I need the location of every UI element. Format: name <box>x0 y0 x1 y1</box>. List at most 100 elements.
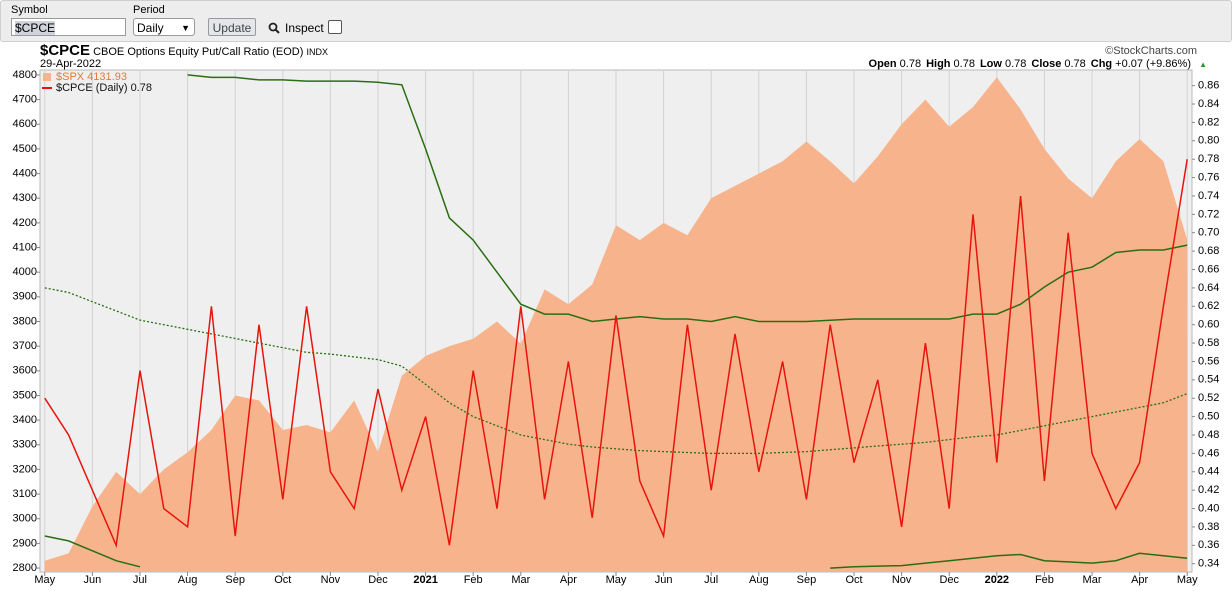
x-tick-label: Apr <box>1131 574 1148 586</box>
y2-tick-label: 0.66 <box>1198 263 1219 275</box>
y2-tick-label: 0.38 <box>1198 521 1219 533</box>
update-button[interactable]: Update <box>208 18 256 36</box>
ohlc-label: Open <box>868 58 897 70</box>
x-tick-label: Aug <box>178 574 198 586</box>
toolbar: Symbol $CPCE Period Daily ▼ Update Inspec… <box>0 0 1232 42</box>
y2-tick-label: 0.52 <box>1198 392 1219 404</box>
legend-label: $CPCE (Daily) 0.78 <box>56 82 152 94</box>
y-tick-label: 4200 <box>13 217 37 229</box>
y2-tick-label: 0.86 <box>1198 80 1219 92</box>
line <box>44 159 1188 549</box>
x-tick-label: Apr <box>560 574 577 586</box>
x-tick-label: Sep <box>225 574 245 586</box>
y2-tick-label: 0.46 <box>1198 447 1219 459</box>
y2-tick-label: 0.40 <box>1198 502 1219 514</box>
y-tick-label: 3700 <box>13 340 37 352</box>
y-tick-label: 2800 <box>13 562 37 574</box>
y2-tick-label: 0.80 <box>1198 135 1219 147</box>
y-tick-label: 4100 <box>13 241 37 253</box>
header-date: 29-Apr-2022 <box>40 58 102 70</box>
y2-tick-label: 0.74 <box>1198 190 1219 202</box>
x-tick-label: Feb <box>464 574 483 586</box>
period-value: Daily <box>137 21 164 35</box>
y-tick-label: 4800 <box>13 69 37 81</box>
y-tick-label: 3400 <box>13 414 37 426</box>
y-tick-label: 4300 <box>13 192 37 204</box>
y2-tick-label: 0.42 <box>1198 484 1219 496</box>
y-tick-label: 2900 <box>13 537 37 549</box>
x-tick-label: Oct <box>274 574 291 586</box>
x-tick-label: Feb <box>1035 574 1054 586</box>
y2-tick-label: 0.54 <box>1198 374 1219 386</box>
x-tick-label: Jul <box>133 574 147 586</box>
y2-tick-label: 0.58 <box>1198 337 1219 349</box>
area <box>44 77 1188 572</box>
legend-swatch <box>43 73 51 81</box>
x-tick-label: Oct <box>845 574 862 586</box>
symbol-input[interactable]: $CPCE <box>11 18 126 36</box>
inspect-label: Inspect <box>285 21 324 35</box>
y-tick-label: 4400 <box>13 167 37 179</box>
y-tick-label: 3300 <box>13 439 37 451</box>
y2-tick-label: 0.50 <box>1198 411 1219 423</box>
dropdown-arrow: ▼ <box>181 23 190 33</box>
x-tick-label: Jun <box>655 574 673 586</box>
ohlc-label: Low <box>979 58 1002 70</box>
y-tick-label: 3000 <box>13 513 37 525</box>
y2-tick-label: 0.48 <box>1198 429 1219 441</box>
y-tick-label: 4500 <box>13 143 37 155</box>
ohlc-label: Close <box>1031 58 1062 70</box>
y2-tick-label: 0.36 <box>1198 539 1219 551</box>
line <box>44 535 1188 569</box>
ohlc-value: 0.78 <box>899 58 922 70</box>
change-up-icon: ▲ <box>1199 60 1207 69</box>
y2-tick-label: 0.82 <box>1198 116 1219 128</box>
symbol-label: Symbol <box>11 4 48 16</box>
x-tick-label: Jul <box>704 574 718 586</box>
ohlc-label: High <box>926 58 951 70</box>
y-tick-label: 3900 <box>13 291 37 303</box>
x-tick-label: 2022 <box>985 574 1009 586</box>
period-label: Period <box>133 4 165 16</box>
x-tick-label: 2021 <box>413 574 437 586</box>
header-exchange: INDX <box>306 47 328 57</box>
y-tick-label: 3500 <box>13 389 37 401</box>
x-tick-label: Dec <box>939 574 959 586</box>
ohlc-row: Open 0.78 High 0.78 Low 0.78 Close 0.78 Chg +0.07… <box>868 58 1207 70</box>
legend-label: $SPX 4131.93 <box>56 71 127 83</box>
x-tick-label: Dec <box>368 574 388 586</box>
line <box>44 287 1188 455</box>
y2-tick-label: 0.72 <box>1198 208 1219 220</box>
symbol-value: $CPCE <box>15 21 56 35</box>
inspect-checkbox[interactable] <box>328 20 342 34</box>
y2-tick-label: 0.44 <box>1198 466 1219 478</box>
line <box>187 74 1188 323</box>
header-description: CBOE Options Equity Put/Call Ratio (EOD) <box>93 46 304 58</box>
ohlc-label: Chg <box>1090 58 1113 70</box>
chart-header: $CPCE CBOE Options Equity Put/Call Ratio… <box>40 42 328 59</box>
header-credit: ©StockCharts.com <box>1105 45 1197 57</box>
x-tick-label: Mar <box>511 574 530 586</box>
ohlc-value: 0.78 <box>1004 58 1027 70</box>
x-tick-label: May <box>1177 574 1198 586</box>
y2-tick-label: 0.56 <box>1198 355 1219 367</box>
y-tick-label: 3200 <box>13 463 37 475</box>
plot-series <box>44 74 1188 572</box>
y2-tick-label: 0.60 <box>1198 319 1219 331</box>
x-tick-label: Mar <box>1083 574 1102 586</box>
ohlc-value: 0.78 <box>1064 58 1086 70</box>
x-tick-label: Sep <box>797 574 817 586</box>
y-tick-label: 3600 <box>13 365 37 377</box>
y-tick-label: 3100 <box>13 488 37 500</box>
x-tick-label: Nov <box>892 574 912 586</box>
period-select[interactable]: Daily ▼ <box>133 18 195 36</box>
y2-tick-label: 0.76 <box>1198 171 1219 183</box>
y2-tick-label: 0.68 <box>1198 245 1219 257</box>
ohlc-value: 0.78 <box>953 58 975 70</box>
y-tick-label: 4600 <box>13 118 37 130</box>
y-tick-label: 3800 <box>13 315 37 327</box>
y2-tick-label: 0.34 <box>1198 558 1219 570</box>
x-tick-label: May <box>34 574 55 586</box>
x-tick-label: Aug <box>749 574 769 586</box>
